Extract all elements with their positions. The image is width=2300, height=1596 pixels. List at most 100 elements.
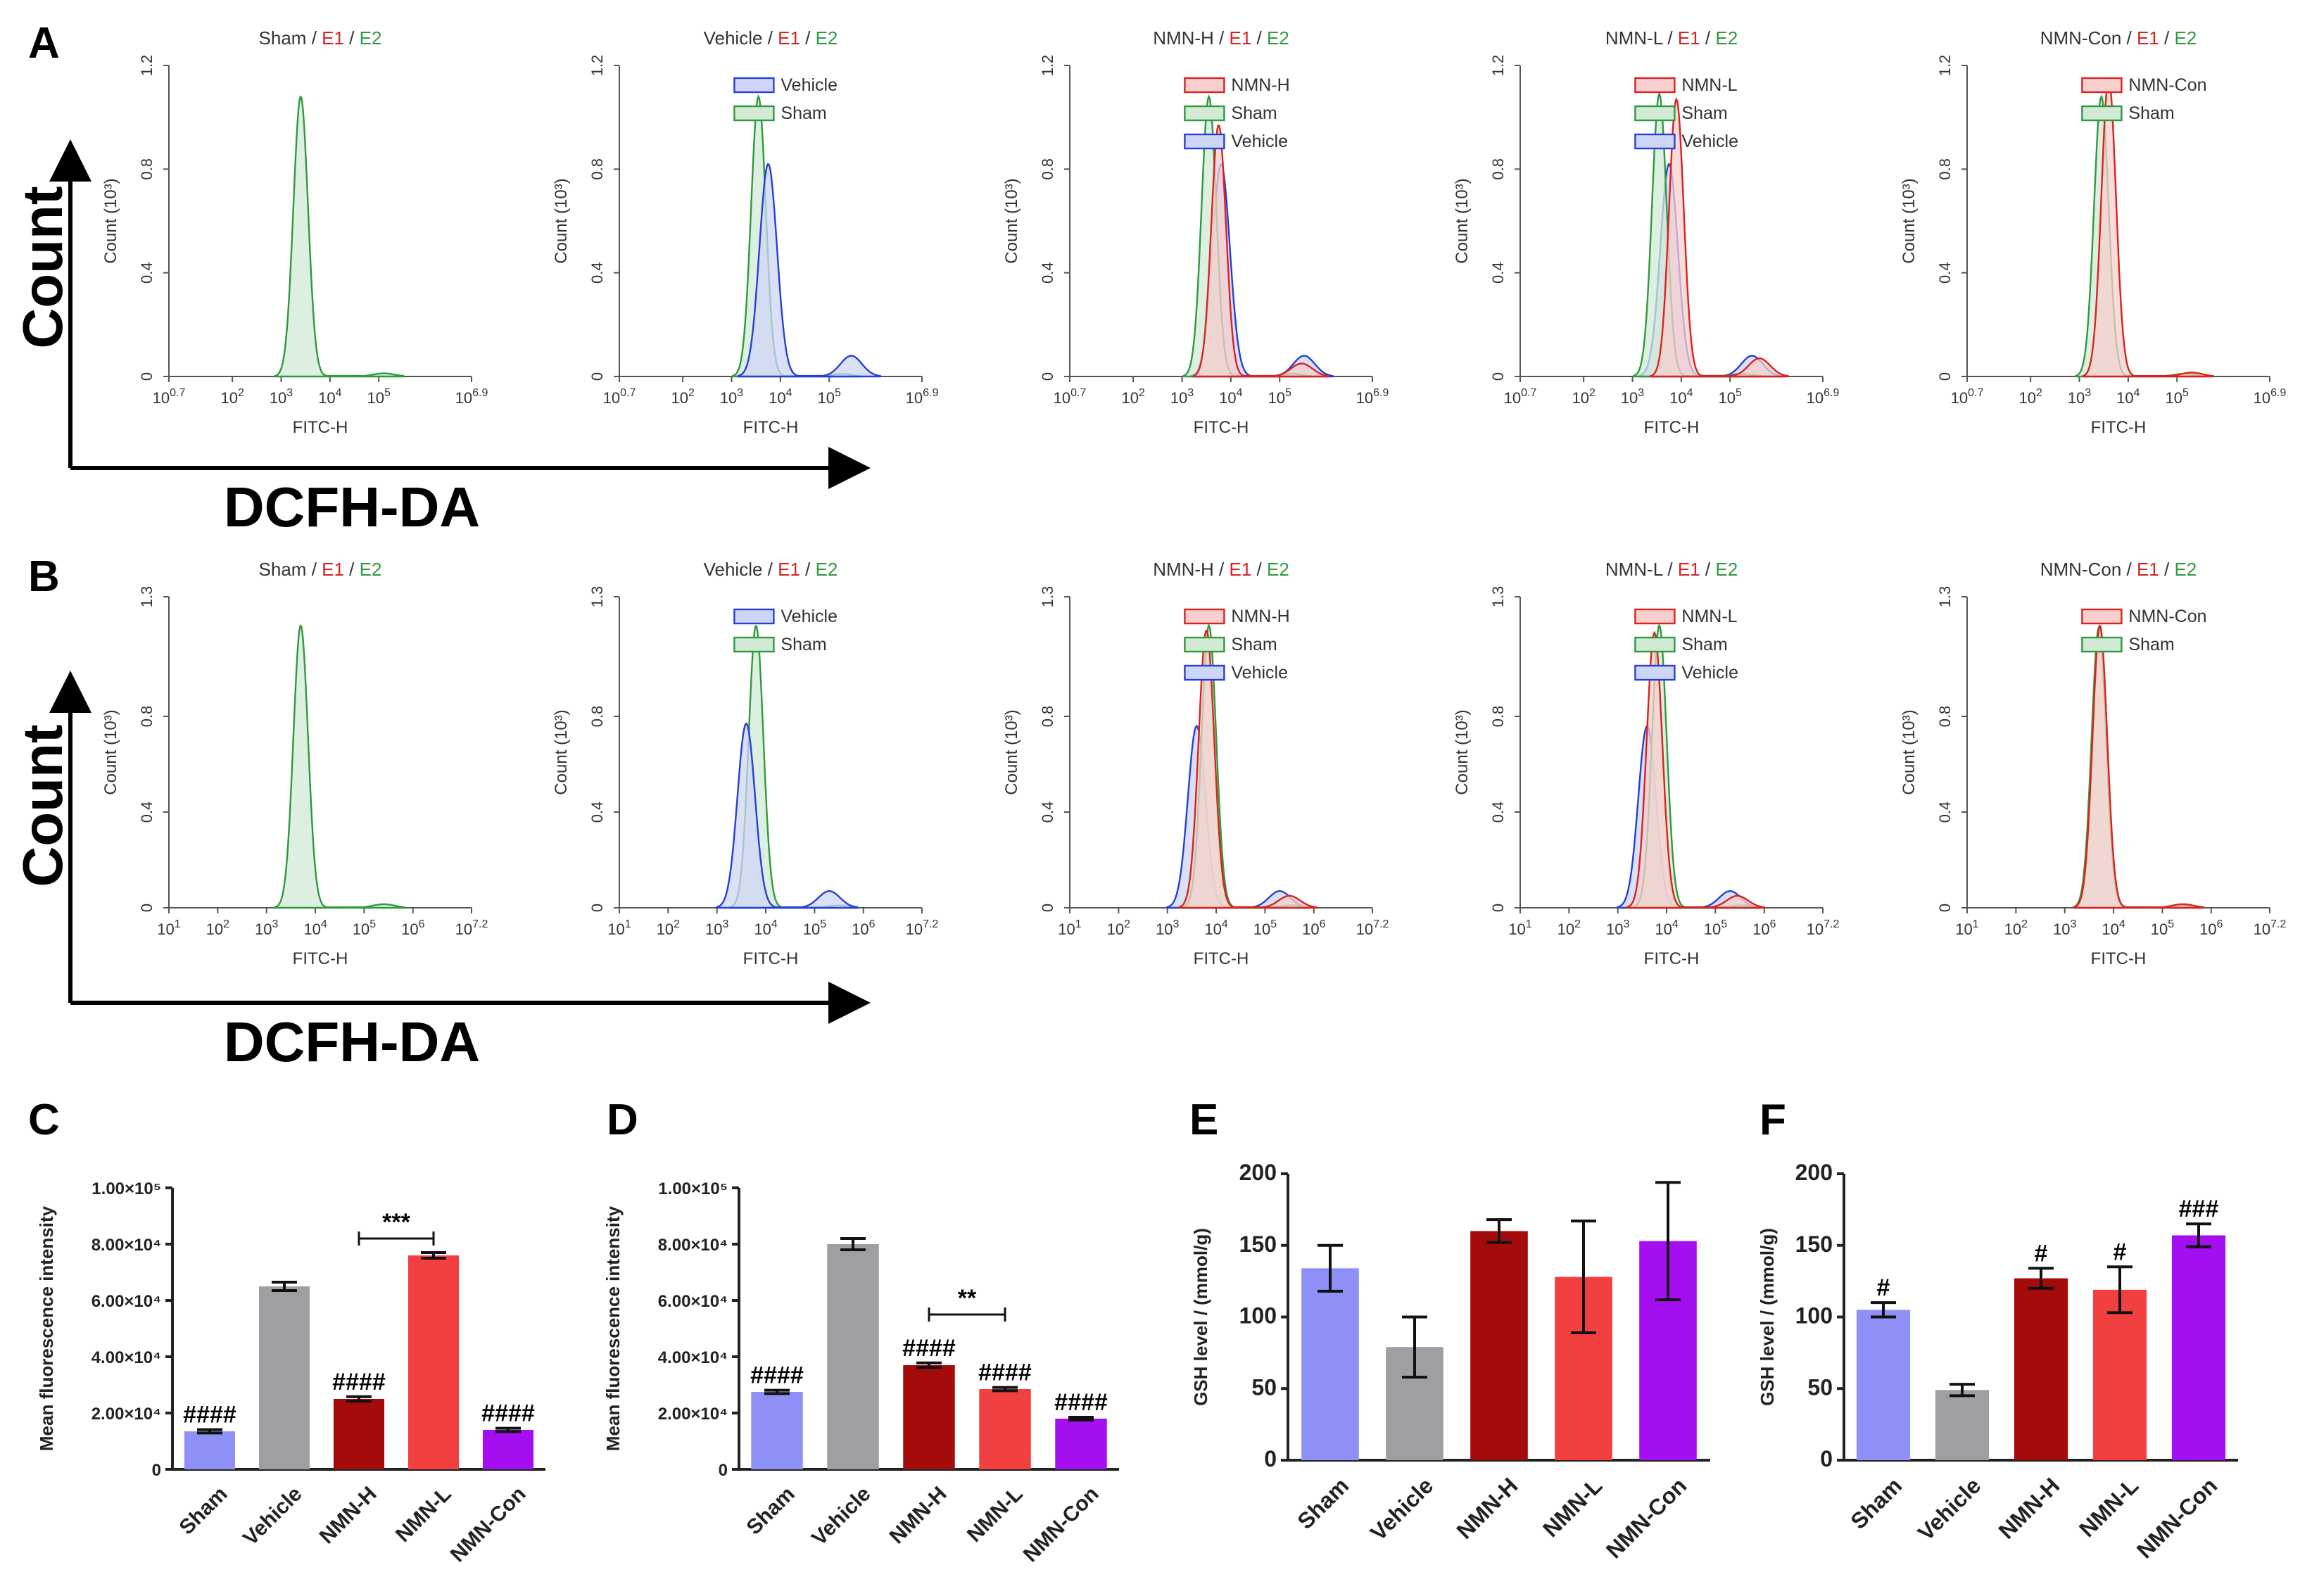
y-tick-label: 1.2 [1936,55,1954,77]
x-tick-label: 105 [353,918,376,938]
category-label-nmn-h: NMN-H [885,1482,952,1548]
x-axis-label: FITC-H [2091,418,2147,437]
category-label-sham: Sham [1845,1473,1907,1534]
legend-label: NMN-H [1231,75,1289,95]
significance-mark: #### [481,1400,535,1427]
legend-swatch [1184,105,1225,122]
bar-chart-e: 0 50 100 150 200 GSH level / (mmol/g) Sham Vehi… [1190,1160,1710,1563]
legend-label: Vehicle [1681,663,1738,683]
x-tick-label: 105 [1253,918,1277,938]
x-tick-label: 103 [255,918,278,938]
legend-swatch [1184,636,1225,653]
y-tick-label: 150 [1239,1231,1277,1257]
series-vehicle-curve [1166,725,1309,909]
bar-nmn-l [2092,1289,2147,1460]
legend-swatch [1634,608,1676,625]
series-nmn-con-curve [2083,77,2214,378]
x-tick-label: 106 [2199,918,2223,938]
y-tick-label: 0.4 [138,262,156,284]
y-tick-label: 100 [1795,1303,1833,1329]
y-tick-label: 0.8 [1039,706,1056,728]
x-tick-label: 102 [2004,918,2028,938]
panel-letter-c: C [28,1096,60,1144]
y-tick-label: 1.2 [1489,55,1507,77]
x-tick-label: 104 [1204,918,1227,938]
histogram-title: NMN-Con / E1 / E2 [2040,559,2197,580]
legend-swatch [1634,105,1676,122]
x-tick-label: 104 [754,918,777,938]
legend-swatch [2081,608,2123,625]
significance-mark: #### [332,1369,386,1395]
bar-nmn-h [903,1365,955,1469]
bar-vehicle [1935,1390,1990,1460]
x-axis-label: FITC-H [1644,949,1700,968]
legend-label: Sham [781,635,826,654]
series-nmn-h-curve [1192,124,1329,378]
legend-swatch [1634,636,1676,653]
bar-nmn-h [333,1399,385,1469]
category-label-nmn-l: NMN-L [391,1482,456,1547]
significance-mark: #### [1054,1389,1108,1416]
histogram-title: Sham / E1 / E2 [259,559,382,580]
x-tick-label: 102 [220,387,244,407]
x-axis-label: FITC-H [293,949,348,968]
histogram-title: NMN-Con / E1 / E2 [2040,27,2197,49]
histogram-title: NMN-L / E1 / E2 [1605,27,1738,49]
x-tick-label: 102 [206,918,229,938]
x-tick-label: 103 [2053,918,2076,938]
bracket-label: ** [958,1285,977,1312]
x-tick-label: 106.9 [2254,387,2287,407]
y-tick-label: 1.3 [1936,586,1954,608]
panel-letter-e: E [1189,1096,1218,1144]
histogram-panel-nmn-con: NMN-Con / E1 / E2 0 0.4 0.8 1.3 Count (10³) 10… [1900,559,2286,968]
y-tick-label: 0.4 [1936,262,1954,284]
bar-sham [1301,1268,1359,1460]
y-tick-label: 0.8 [588,158,606,180]
histogram-title: NMN-H / E1 / E2 [1153,27,1289,49]
y-axis-label: Count (10³) [1900,178,1919,263]
category-label-sham: Sham [743,1482,800,1539]
y-tick-label: 0 [1039,904,1056,912]
y-tick-label: 1.2 [1039,55,1056,77]
y-axis-label: Count (10³) [552,178,571,263]
series-vehicle-curve [738,163,882,378]
x-tick-label: 105 [2151,918,2174,938]
series-vehicle-curve [716,722,859,909]
category-label-nmn-h: NMN-H [315,1482,381,1548]
y-tick-label: 200 [1239,1160,1277,1185]
y-tick-label: 0.4 [1489,802,1507,823]
y-tick-label: 200 [1795,1160,1833,1185]
series-nmn-con-curve [2073,624,2205,909]
y-tick-label: 150 [1795,1231,1833,1257]
panel-letter-b: B [28,552,60,601]
x-tick-label: 103 [720,387,743,407]
category-label-nmn-con: NMN-Con [2132,1473,2223,1564]
x-tick-label: 101 [607,918,631,938]
y-axis-label: Mean fluorescence intensity [36,1205,57,1451]
x-tick-label: 103 [270,387,293,407]
significance-mark: # [2113,1239,2127,1265]
x-tick-label: 102 [1121,387,1144,407]
significance-mark: #### [750,1362,804,1389]
legend-label: Vehicle [1681,132,1738,151]
y-tick-label: 4.00×10⁴ [91,1348,161,1367]
x-tick-label: 107.2 [906,918,939,938]
category-label-nmn-h: NMN-H [1451,1473,1522,1544]
y-tick-label: 0 [1936,904,1954,912]
x-tick-label: 104 [1669,387,1693,407]
panel-letter-f: F [1759,1096,1786,1144]
y-tick-label: 0.8 [588,706,606,728]
x-tick-label: 106 [1302,918,1325,938]
y-axis-label: Count (10³) [1002,178,1021,263]
y-tick-label: 0 [1489,372,1507,381]
significance-mark: # [1877,1274,1890,1301]
legend-swatch [1634,77,1676,94]
category-label-nmn-l: NMN-L [963,1482,1028,1547]
panel-letter-d: D [607,1096,638,1144]
x-tick-label: 105 [1704,918,1727,938]
legend-swatch [2081,105,2123,122]
category-label-vehicle: Vehicle [1913,1473,1985,1545]
y-tick-label: 8.00×10⁴ [91,1236,161,1255]
legend-label: Vehicle [781,75,838,95]
y-tick-label: 0 [1820,1446,1833,1471]
